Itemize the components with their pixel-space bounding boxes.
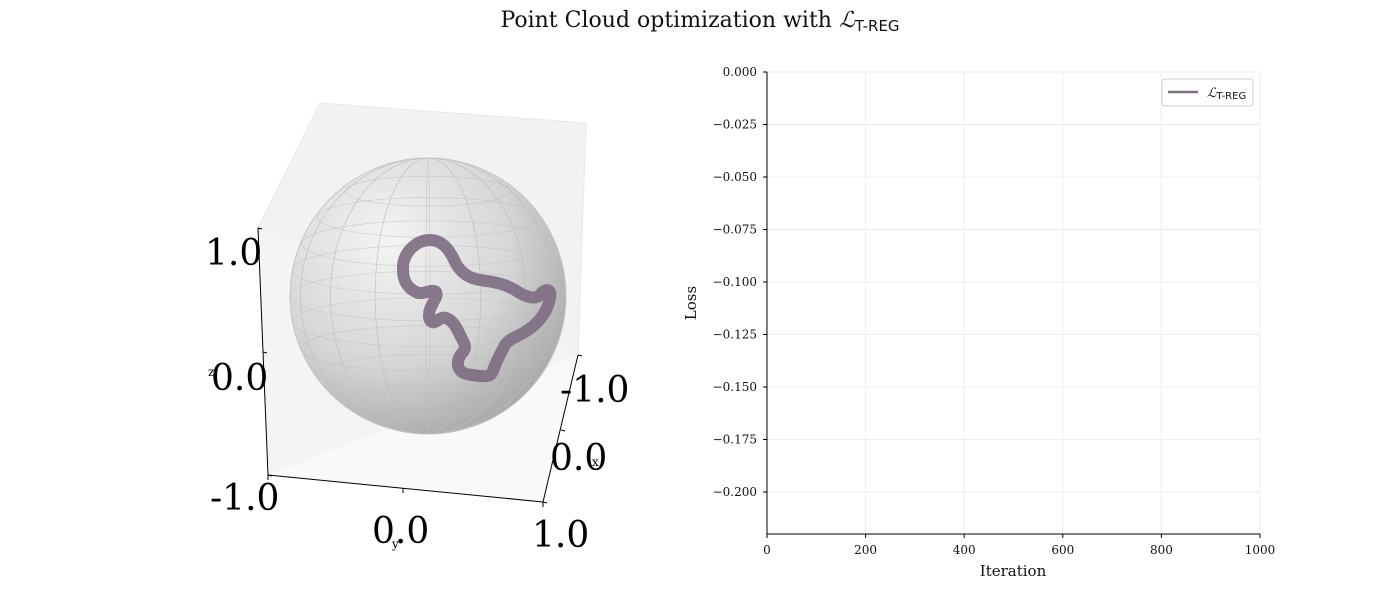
x-tick-label: 800: [1150, 543, 1173, 557]
gridlines: [766, 71, 1261, 534]
y-tick-label: −0.125: [713, 328, 757, 342]
x-tick-label: 0.0: [550, 438, 607, 479]
pane-edge: [257, 102, 321, 229]
z-tick-label: 0.0: [211, 358, 268, 399]
x-axis-line: [542, 354, 579, 503]
y-tick-label: 0.000: [723, 65, 757, 79]
sphere-latitude: [317, 354, 539, 395]
y-axis-label: y: [391, 537, 399, 551]
y-tick-label: −0.150: [713, 380, 757, 394]
title-subscript: T-REG: [854, 17, 900, 35]
x-tick-label: 1.0: [532, 515, 589, 556]
y-tick-label: −0.100: [713, 275, 757, 289]
y-tick-label: −0.025: [713, 118, 757, 132]
z-tick-label: 1.0: [205, 233, 262, 274]
x-tick: [560, 429, 566, 432]
legend-symbol: ℒ: [1207, 86, 1217, 101]
legend: ℒT-REG: [1161, 78, 1254, 107]
title-prefix: Point Cloud optimization with: [500, 8, 839, 33]
sphere-latitude: [301, 220, 555, 267]
legend-subscript: T-REG: [1215, 91, 1246, 102]
legend-box: [1161, 78, 1254, 107]
x-axis-label: x: [592, 455, 599, 469]
z-axis-line: [257, 227, 269, 476]
y-tick-label: −0.050: [713, 170, 757, 184]
x-tick-label: 200: [854, 543, 877, 557]
x-tick-label: 400: [953, 543, 976, 557]
loss-chart-panel: 0 200 400 600 800 1000 0.000 −0.025 −0.050 −0.075…: [682, 65, 1275, 580]
y-tick-label: −0.075: [713, 223, 757, 237]
z-tick-label: -1.0: [210, 478, 279, 519]
z-tick: [257, 227, 263, 230]
x-axis-title: Iteration: [980, 562, 1047, 580]
y-axis-line: [267, 474, 544, 503]
z-axis-label: z: [208, 365, 214, 379]
x-tick-label: 600: [1051, 543, 1074, 557]
y-tick-label: −0.200: [713, 485, 757, 499]
figure-title: Point Cloud optimization with ℒT-REG: [0, 8, 1400, 35]
x-tick-label: 1000: [1245, 543, 1276, 557]
tick-group: 0 200 400 600 800 1000 0.000 −0.025 −0.050 −0.075…: [713, 65, 1276, 557]
sphere-3d-panel: 1.0 0.0 -1.0 -1.0 0.0 1.0 0.0 z x y: [205, 102, 629, 556]
x-tick: [542, 501, 548, 504]
x-tick-label: 0: [763, 543, 771, 557]
y-tick-label: −0.175: [713, 433, 757, 447]
title-symbol: ℒ: [838, 8, 855, 33]
x-tick: [577, 354, 583, 357]
pane-edge: [319, 102, 587, 124]
pane-edge: [577, 122, 587, 356]
x-tick-label: -1.0: [560, 370, 629, 411]
y-tick-label: 0.0: [372, 511, 429, 552]
legend-label: ℒT-REG: [1207, 86, 1246, 102]
z-tick: [262, 351, 268, 354]
y-axis-title: Loss: [682, 286, 700, 320]
sphere-longitude: [374, 158, 482, 434]
point-cloud-curve: [397, 234, 557, 383]
